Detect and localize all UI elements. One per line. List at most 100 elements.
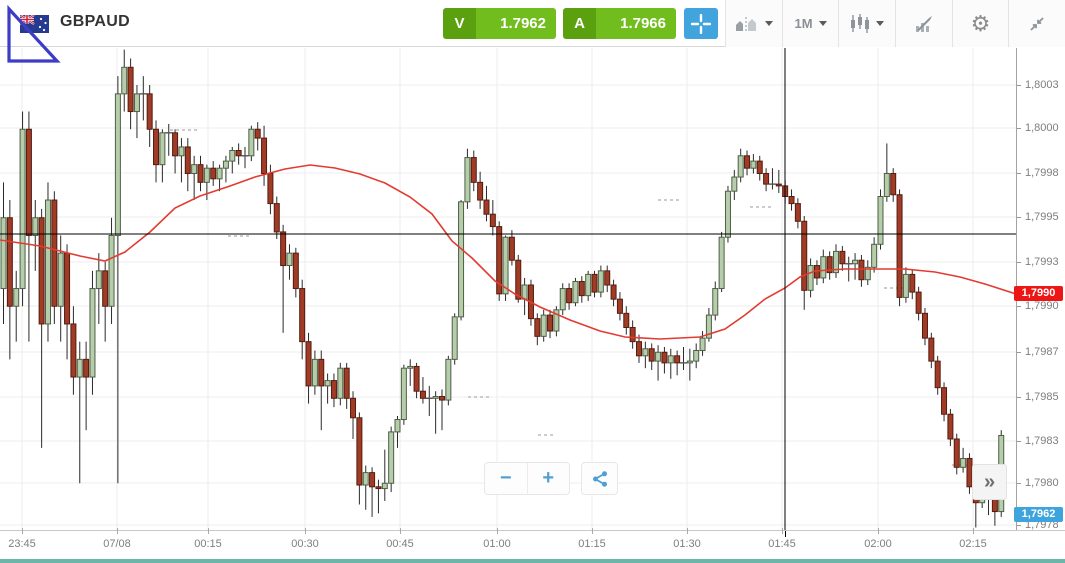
expand-panel-button[interactable]: » (972, 464, 1007, 500)
candlestick (330, 380, 337, 399)
price-tick (1017, 173, 1021, 174)
sell-price: 1.7962 (476, 8, 556, 39)
candlestick (616, 298, 623, 314)
candlestick (254, 128, 261, 139)
candlestick (38, 217, 45, 325)
candlestick (731, 176, 738, 192)
candlestick (114, 93, 121, 236)
chart-type-button[interactable] (838, 0, 895, 47)
zoom-in-button[interactable]: + (542, 467, 555, 489)
candlestick (960, 457, 967, 468)
candlestick (629, 326, 636, 343)
current-price-badge: 1,7962 (1014, 507, 1063, 522)
time-axis-label: 01:00 (483, 538, 511, 550)
candlestick (890, 173, 897, 196)
chevron-down-icon (876, 21, 884, 26)
candlestick (788, 196, 795, 205)
candlestick (127, 66, 134, 113)
candlestick (413, 365, 420, 392)
candlestick (807, 265, 814, 291)
collapse-chart-button[interactable] (1008, 0, 1065, 47)
candlestick (292, 252, 299, 290)
candlestick (623, 312, 630, 328)
candlestick (89, 288, 96, 378)
candlestick (877, 196, 884, 245)
candlestick (343, 367, 350, 399)
time-tick (208, 528, 209, 534)
time-axis-label: 02:15 (959, 538, 987, 550)
candlestick (235, 149, 242, 157)
candlestick (184, 146, 191, 174)
time-tick (400, 528, 401, 534)
candlestick (483, 199, 490, 215)
candlestick (826, 256, 833, 274)
candlestick (591, 273, 598, 293)
candlestick (852, 259, 859, 265)
buy-quote-button[interactable]: A 1.7966 (563, 8, 676, 39)
chart-compare-button[interactable] (725, 0, 782, 47)
candlestick (902, 273, 909, 298)
candlestick (19, 128, 26, 290)
price-tick (1017, 525, 1021, 526)
share-button[interactable] (581, 462, 618, 495)
candlestick (133, 93, 140, 113)
candlestick (210, 167, 217, 180)
price-axis[interactable]: 1,8003 1,8000 1,7998 1,7995 1,7993 1,7990 1,79… (1014, 48, 1065, 531)
candlestick (57, 252, 64, 307)
time-axis-label: 07/08 (103, 538, 131, 550)
candlestick (280, 231, 287, 267)
sell-quote-button[interactable]: V 1.7962 (443, 8, 556, 39)
time-axis-label: 01:30 (673, 538, 701, 550)
timeframe-select[interactable]: 1M (782, 0, 838, 47)
zoom-out-button[interactable]: − (485, 463, 528, 494)
candlestick (661, 351, 668, 364)
candlestick (407, 365, 414, 369)
price-axis-label: 1,7987 (1025, 346, 1059, 358)
candlestick (172, 132, 179, 157)
candlestick (928, 337, 935, 362)
candlestick (705, 314, 712, 339)
candlestick (159, 132, 166, 166)
crosshair-tool-button[interactable] (684, 8, 718, 39)
candlestick (350, 397, 357, 419)
candlestick (610, 284, 617, 300)
candlestick (178, 146, 185, 157)
candlestick (44, 199, 51, 325)
candlestick (871, 243, 878, 268)
draw-indicators-button[interactable] (895, 0, 952, 47)
triangle-drawing-annotation[interactable] (0, 0, 70, 70)
chart-plot-area[interactable] (0, 48, 1016, 530)
candlestick (108, 234, 115, 307)
candlestick (375, 486, 382, 490)
candlestick (369, 472, 376, 488)
buy-label: A (563, 8, 596, 39)
moving-average-line (0, 164, 1016, 340)
candlestick (477, 181, 484, 201)
settings-button[interactable]: ⚙ (952, 0, 1008, 47)
price-axis-label: 1,7978 (1025, 519, 1059, 531)
candlestick (699, 337, 706, 351)
candlestick (95, 270, 102, 290)
price-tick (1017, 306, 1021, 307)
candlestick (775, 183, 782, 187)
candlestick (915, 291, 922, 314)
candlestick (0, 217, 7, 290)
candlestick (515, 259, 522, 300)
candlestick (458, 201, 465, 318)
candlestick (559, 288, 566, 311)
candlestick (400, 367, 407, 421)
time-axis[interactable]: 23:45 07/08 00:15 00:30 00:45 01:00 01:15 01:30… (0, 528, 1065, 557)
candlestick (248, 128, 255, 157)
candlestick (445, 358, 452, 401)
candlestick (508, 236, 515, 261)
timeframe-value: 1M (794, 16, 813, 31)
candlestick (32, 217, 39, 236)
candlestick (356, 417, 363, 486)
price-tick (1017, 441, 1021, 442)
gear-icon: ⚙ (970, 10, 991, 36)
candlestick (597, 270, 604, 293)
candlestick (718, 236, 725, 290)
candlestick (432, 396, 439, 399)
candlestick (267, 173, 274, 205)
candlestick (216, 167, 223, 180)
